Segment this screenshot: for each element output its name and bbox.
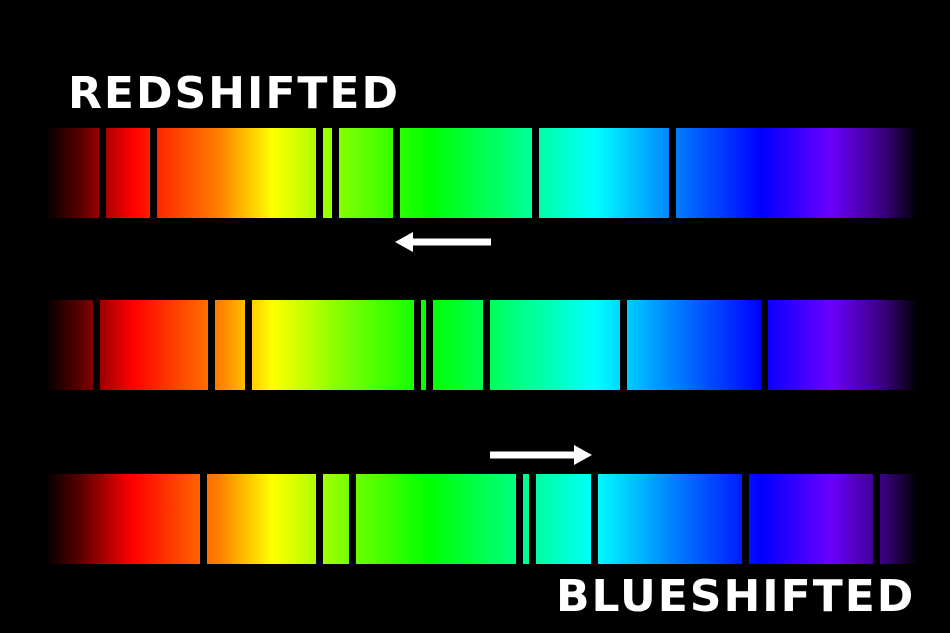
absorption-line <box>872 474 880 564</box>
left-arrow-icon <box>395 232 491 252</box>
absorption-line <box>516 474 524 564</box>
blueshifted-spectrum <box>45 474 918 564</box>
absorption-line <box>760 300 768 390</box>
absorption-line <box>315 474 323 564</box>
absorption-line <box>620 300 628 390</box>
absorption-line <box>149 128 157 218</box>
redshifted-label: REDSHIFTED <box>68 68 400 119</box>
absorption-line <box>99 128 107 218</box>
absorption-line <box>426 300 434 390</box>
absorption-line <box>348 474 356 564</box>
absorption-line <box>93 300 100 390</box>
absorption-line <box>590 474 598 564</box>
absorption-line <box>741 474 749 564</box>
absorption-line <box>532 128 540 218</box>
redshifted-spectrum <box>45 128 918 218</box>
right-arrow-icon <box>490 445 592 465</box>
absorption-line <box>200 474 208 564</box>
absorption-line <box>316 128 324 218</box>
absorption-line <box>669 128 677 218</box>
absorption-line <box>244 300 252 390</box>
absorption-line <box>332 128 340 218</box>
rest-frame-spectrum <box>45 300 918 390</box>
blueshifted-label: BLUESHIFTED <box>556 571 916 622</box>
absorption-line <box>483 300 491 390</box>
absorption-line <box>414 300 422 390</box>
absorption-line <box>528 474 536 564</box>
absorption-line <box>208 300 216 390</box>
absorption-line <box>393 128 401 218</box>
